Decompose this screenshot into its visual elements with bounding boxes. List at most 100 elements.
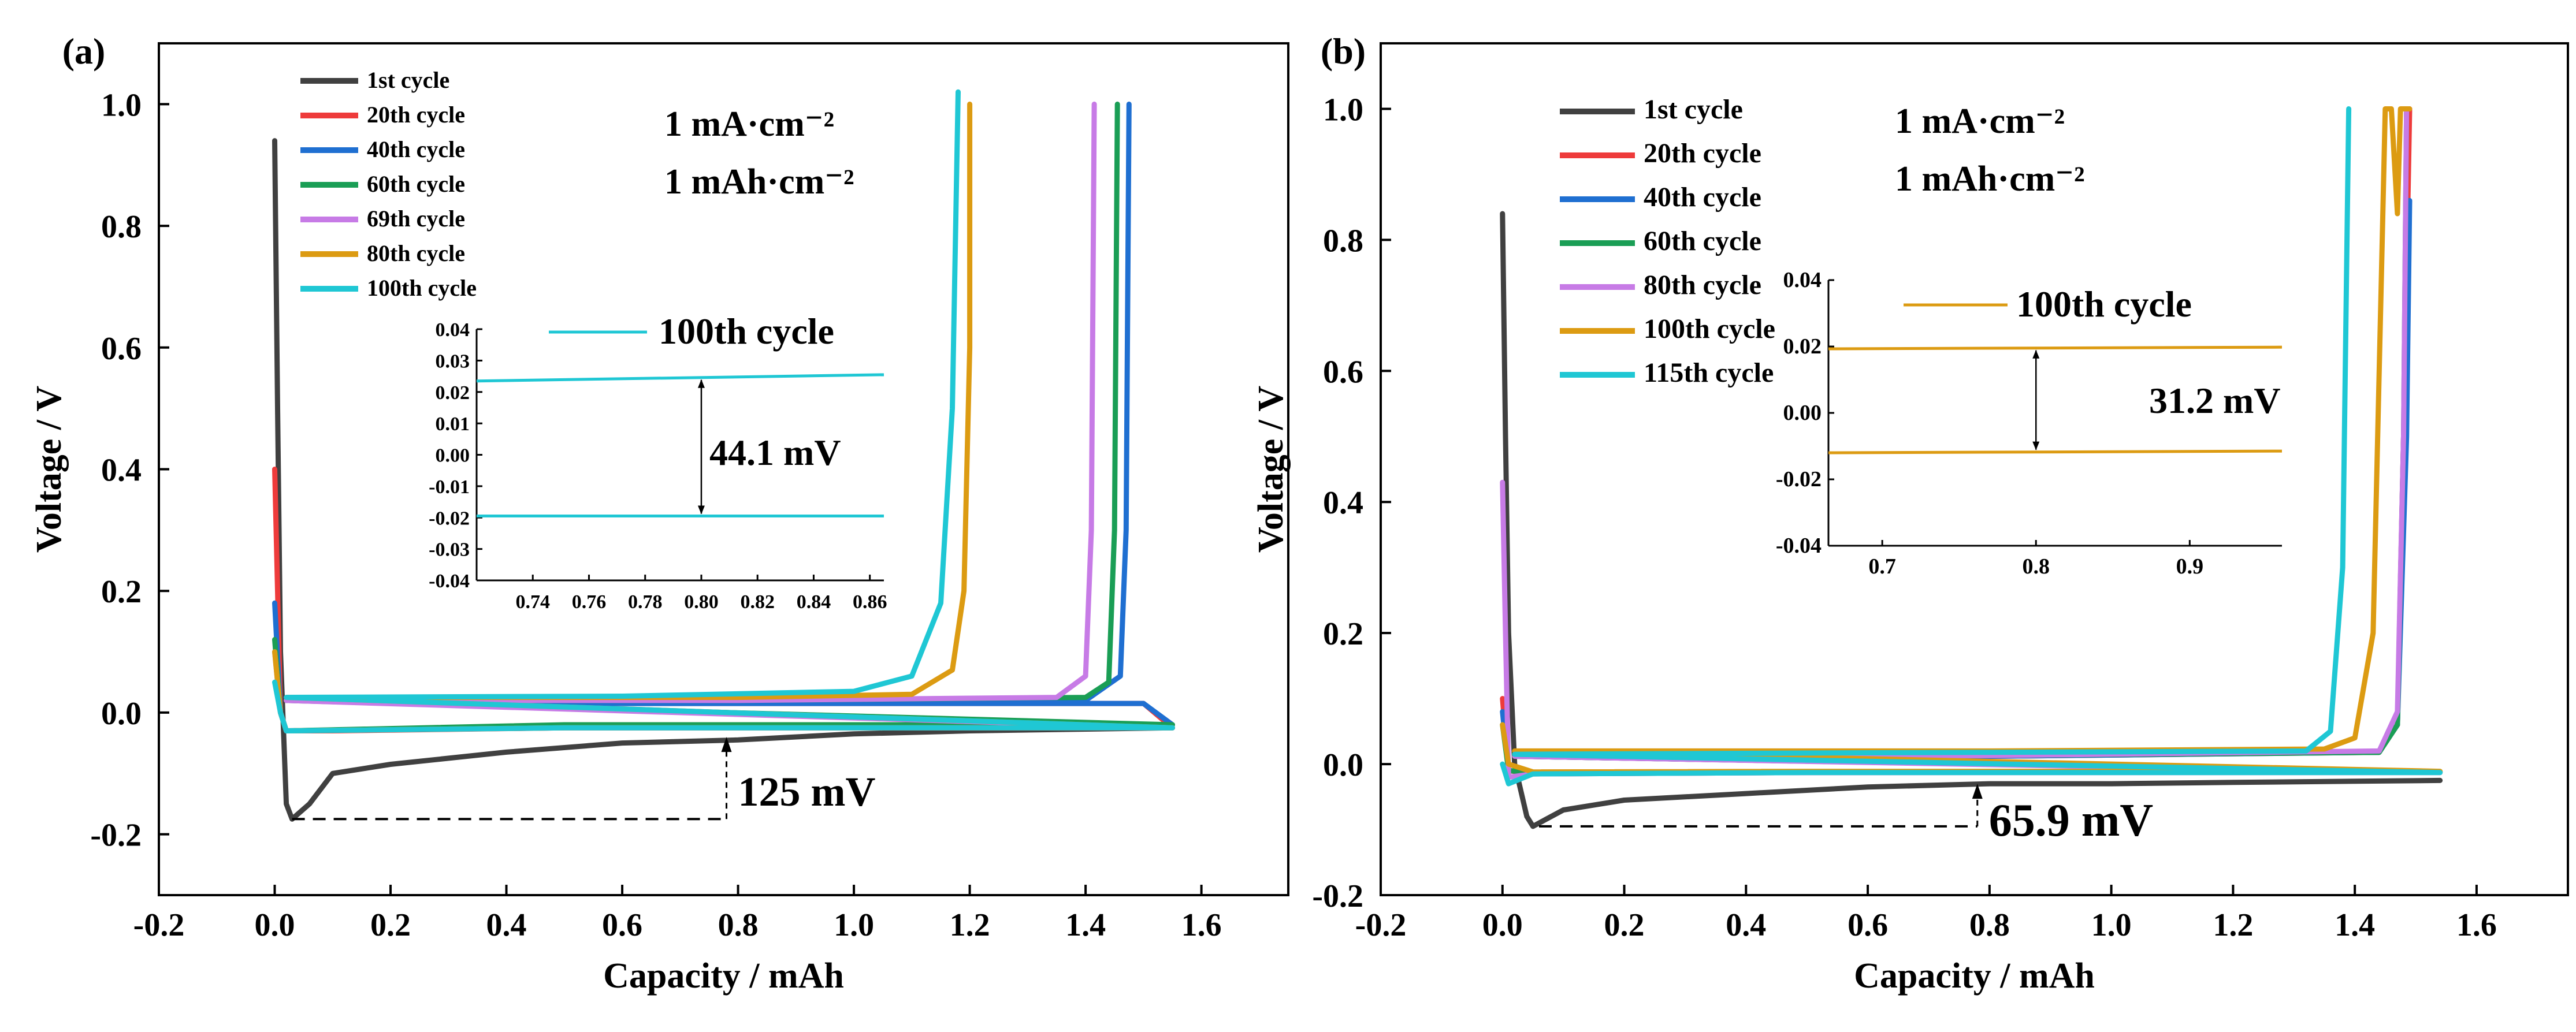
legend-label: 69th cycle — [367, 206, 465, 232]
y-axis-label: Voltage / V — [29, 386, 69, 553]
legend-label: 60th cycle — [367, 171, 465, 197]
inset-y-tick-label: 0.00 — [436, 445, 470, 467]
inset-background — [477, 329, 884, 580]
x-tick-label: 1.4 — [1065, 907, 1106, 943]
inset-y-tick-label: 0.00 — [1783, 401, 1822, 425]
annotation-label: 65.9 mV — [1989, 795, 2153, 846]
inset-y-tick-label: 0.04 — [1783, 268, 1822, 292]
x-tick-label: 1.0 — [834, 907, 874, 943]
inset-x-tick-label: 0.86 — [853, 591, 887, 613]
chart-panel-a: (a) -0.2 0.0 0.2 0.4 0.6 0.8 1.0 1.2 1.4 1.6 -0.2 0.… — [29, 31, 1289, 996]
inset-legend-label: 100th cycle — [659, 311, 834, 352]
inset-x-tick-label: 0.78 — [628, 591, 663, 613]
chart-panel-b: (b) -0.2 0.0 0.2 0.4 0.6 0.8 1.0 1.2 1.4 1.6 -0.2 0.… — [1251, 31, 2569, 996]
y-tick-label: 0.4 — [101, 453, 142, 489]
y-tick-label: 0.0 — [101, 696, 142, 732]
x-tick-label: 0.4 — [486, 907, 527, 943]
inset-y-tick-label: 0.04 — [436, 319, 470, 341]
legend-label: 20th cycle — [367, 102, 465, 128]
inset-legend-label: 100th cycle — [2016, 284, 2192, 325]
y-tick-label: 0.2 — [1323, 616, 1363, 652]
y-tick-label: 0.0 — [1323, 747, 1363, 783]
x-tick-label: 0.8 — [1969, 907, 2010, 943]
inset-chart: 0.7 0.8 0.9 -0.04 -0.02 0.00 0.02 0.04 100th cyc… — [1776, 268, 2283, 579]
series-line-7 — [1500, 106, 2443, 787]
x-tick-label: 0.0 — [255, 907, 295, 943]
condition-label: 1 mA·cm⁻² — [1895, 102, 2065, 141]
series-line-1 — [1500, 211, 2443, 829]
inset-chart: 0.74 0.76 0.78 0.80 0.82 0.84 0.86 -0.04 -0.03 -0… — [429, 311, 887, 613]
x-tick-label: 0.0 — [1482, 907, 1523, 943]
legend-label: 40th cycle — [367, 136, 465, 162]
x-tick-label: 1.2 — [950, 907, 990, 943]
y-tick-label: 0.4 — [1323, 485, 1363, 521]
inset-y-tick-label: -0.03 — [429, 539, 470, 561]
series-line-7 — [272, 89, 1175, 733]
x-axis-label: Capacity / mAh — [603, 956, 844, 996]
inset-annotation-label: 44.1 mV — [709, 432, 841, 473]
legend-label: 1st cycle — [367, 67, 449, 93]
y-tick-label: -0.2 — [1312, 878, 1363, 914]
inset-x-tick-label: 0.82 — [740, 591, 775, 613]
inset-y-tick-label: 0.01 — [436, 413, 470, 435]
inset-y-tick-label: 0.03 — [436, 351, 470, 372]
inset-y-tick-label: -0.04 — [429, 571, 470, 592]
legend-label: 60th cycle — [1644, 226, 1761, 256]
legend-label: 20th cycle — [1644, 138, 1761, 169]
x-tick-label: 1.6 — [1181, 907, 1222, 943]
inset-x-tick-label: 0.84 — [797, 591, 831, 613]
y-tick-label: 0.8 — [101, 209, 142, 245]
y-tick-label: 0.6 — [1323, 354, 1363, 390]
x-tick-label: 0.8 — [718, 907, 759, 943]
x-tick-label: 1.2 — [2213, 907, 2253, 943]
annotation-arrowhead — [1972, 784, 1983, 799]
inset-x-tick-label: 0.76 — [572, 591, 607, 613]
inset-y-tick-label: 0.02 — [1783, 334, 1822, 359]
y-tick-label: -0.2 — [90, 818, 142, 854]
inset-background — [1828, 280, 2282, 546]
inset-y-tick-label: -0.01 — [429, 476, 470, 498]
inset-annotation-label: 31.2 mV — [2149, 380, 2281, 421]
inset-y-tick-label: 0.02 — [436, 382, 470, 404]
x-axis-label: Capacity / mAh — [1854, 956, 2095, 996]
inset-lower-line — [1828, 449, 2283, 454]
inset-arrowhead-up — [2032, 349, 2040, 359]
legend-label: 40th cycle — [1644, 182, 1761, 213]
annotation-label: 125 mV — [738, 769, 876, 815]
inset-x-tick-label: 0.80 — [684, 591, 719, 613]
x-tick-label: 1.4 — [2335, 907, 2375, 943]
annotation-arrowhead — [721, 737, 732, 752]
y-tick-label: 0.6 — [101, 331, 142, 367]
inset-y-tick-label: -0.04 — [1776, 534, 1822, 558]
x-tick-label: 1.0 — [2091, 907, 2132, 943]
inset-y-tick-label: -0.02 — [429, 508, 470, 529]
inset-x-tick-label: 0.9 — [2176, 554, 2204, 579]
panel-label: (b) — [1321, 31, 1366, 72]
inset-arrowhead-down — [2032, 441, 2040, 450]
plot-frame — [1380, 42, 2569, 896]
inset-y-tick-label: -0.02 — [1776, 467, 1822, 491]
y-tick-label: 0.8 — [1323, 223, 1363, 259]
legend-label: 100th cycle — [1644, 314, 1775, 344]
condition-label: 1 mAh·cm⁻² — [1895, 159, 2085, 199]
x-tick-label: 1.6 — [2456, 907, 2497, 943]
condition-label: 1 mA·cm⁻² — [664, 105, 834, 144]
x-tick-label: 0.6 — [1848, 907, 1888, 943]
legend-label: 1st cycle — [1644, 94, 1743, 125]
x-tick-label: 0.2 — [1604, 907, 1645, 943]
y-axis-label: Voltage / V — [1251, 386, 1291, 553]
y-tick-label: 1.0 — [1323, 92, 1363, 128]
y-tick-label: 1.0 — [101, 87, 142, 123]
inset-x-tick-label: 0.74 — [515, 591, 550, 613]
x-tick-label: 0.4 — [1726, 907, 1766, 943]
inset-x-tick-label: 0.8 — [2022, 554, 2050, 579]
condition-label: 1 mAh·cm⁻² — [664, 162, 854, 202]
x-tick-label: -0.2 — [133, 907, 185, 943]
y-tick-label: 0.2 — [101, 574, 142, 610]
inset-upper-line — [1828, 345, 2283, 351]
inset-arrowhead-down — [697, 505, 705, 515]
x-tick-label: 0.6 — [602, 907, 642, 943]
inset-upper-line — [476, 373, 884, 383]
legend-label: 80th cycle — [1644, 270, 1761, 300]
